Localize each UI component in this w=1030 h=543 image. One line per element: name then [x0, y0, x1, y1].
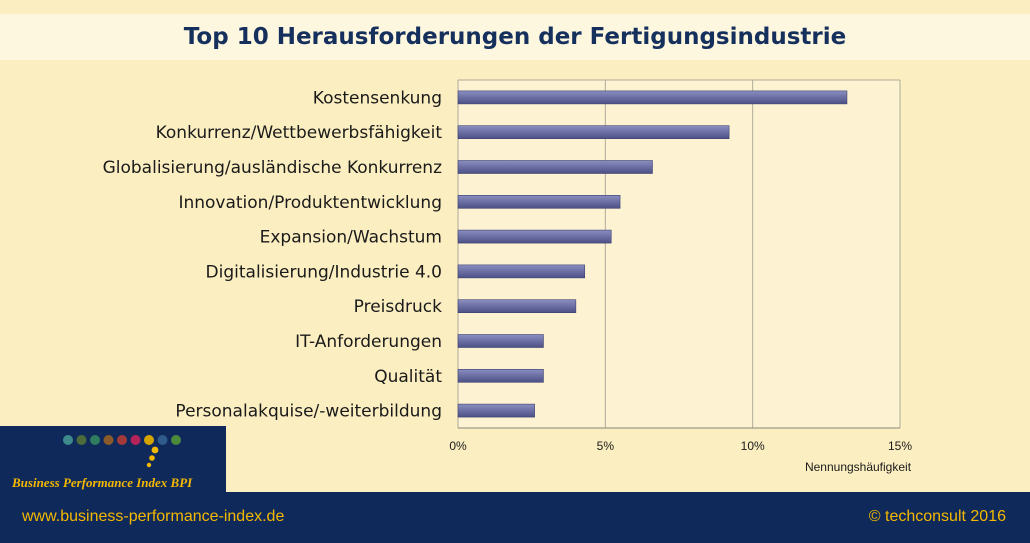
bar [457, 125, 730, 139]
bar [457, 90, 848, 105]
logo-dot [117, 435, 127, 445]
footer: www.business-performance-index.de © tech… [0, 492, 1030, 543]
category-label: Kostensenkung [313, 88, 442, 108]
logo-dot [171, 435, 181, 445]
bpi-logo-name: Business Performance Index [12, 475, 168, 490]
x-tick-label: 0% [449, 439, 467, 453]
footer-copyright: © techconsult 2016 [868, 508, 1006, 525]
x-tick-label: 15% [888, 439, 912, 453]
bar [457, 160, 653, 174]
logo-accent-dot [146, 462, 152, 468]
x-axis-label: Nennungshäufigkeit [805, 460, 912, 474]
bar [457, 403, 535, 418]
bar [457, 264, 586, 279]
logo-dot [157, 435, 168, 445]
chart-title: Top 10 Herausforderungen der Fertigungsi… [183, 24, 847, 50]
logo-accent-dot [149, 455, 155, 461]
category-label: IT-Anforderungen [295, 332, 442, 352]
category-label: Digitalisierung/Industrie 4.0 [206, 262, 442, 282]
logo-dot [90, 435, 100, 445]
category-label: Expansion/Wachstum [260, 228, 442, 248]
logo-dot [103, 435, 114, 445]
bpi-logo-text: Business Performance Index BPI [12, 475, 192, 491]
bar [457, 299, 577, 314]
bpi-logo-abbr: BPI [170, 475, 193, 490]
category-label: Qualität [374, 367, 442, 387]
bar [457, 229, 612, 244]
footer-url[interactable]: www.business-performance-index.de [22, 508, 285, 525]
category-label: Preisdruck [354, 297, 443, 317]
bar-chart: 0% 5% 10% 15% Kostensenkung Konkurrenz/Wettbe… [103, 79, 912, 474]
bpi-logo-dots [63, 435, 181, 468]
x-tick-label: 5% [597, 439, 615, 453]
logo-dot [63, 435, 73, 445]
logo-accent-dot [151, 446, 159, 454]
category-label: Innovation/Produktentwicklung [178, 193, 442, 213]
bar [457, 334, 544, 348]
logo-dot [144, 435, 154, 445]
category-label: Globalisierung/ausländische Konkurrenz [103, 158, 442, 178]
category-label: Konkurrenz/Wettbewerbsfähigkeit [156, 123, 443, 143]
bar [457, 195, 621, 209]
x-tick-label: 10% [741, 439, 765, 453]
logo-dot [130, 435, 141, 445]
bar [457, 368, 544, 383]
logo-dot [76, 435, 87, 445]
title-band [0, 14, 1030, 60]
bpi-logo: Business Performance Index BPI [0, 426, 226, 492]
category-label: Personalakquise/-weiterbildung [175, 402, 442, 422]
